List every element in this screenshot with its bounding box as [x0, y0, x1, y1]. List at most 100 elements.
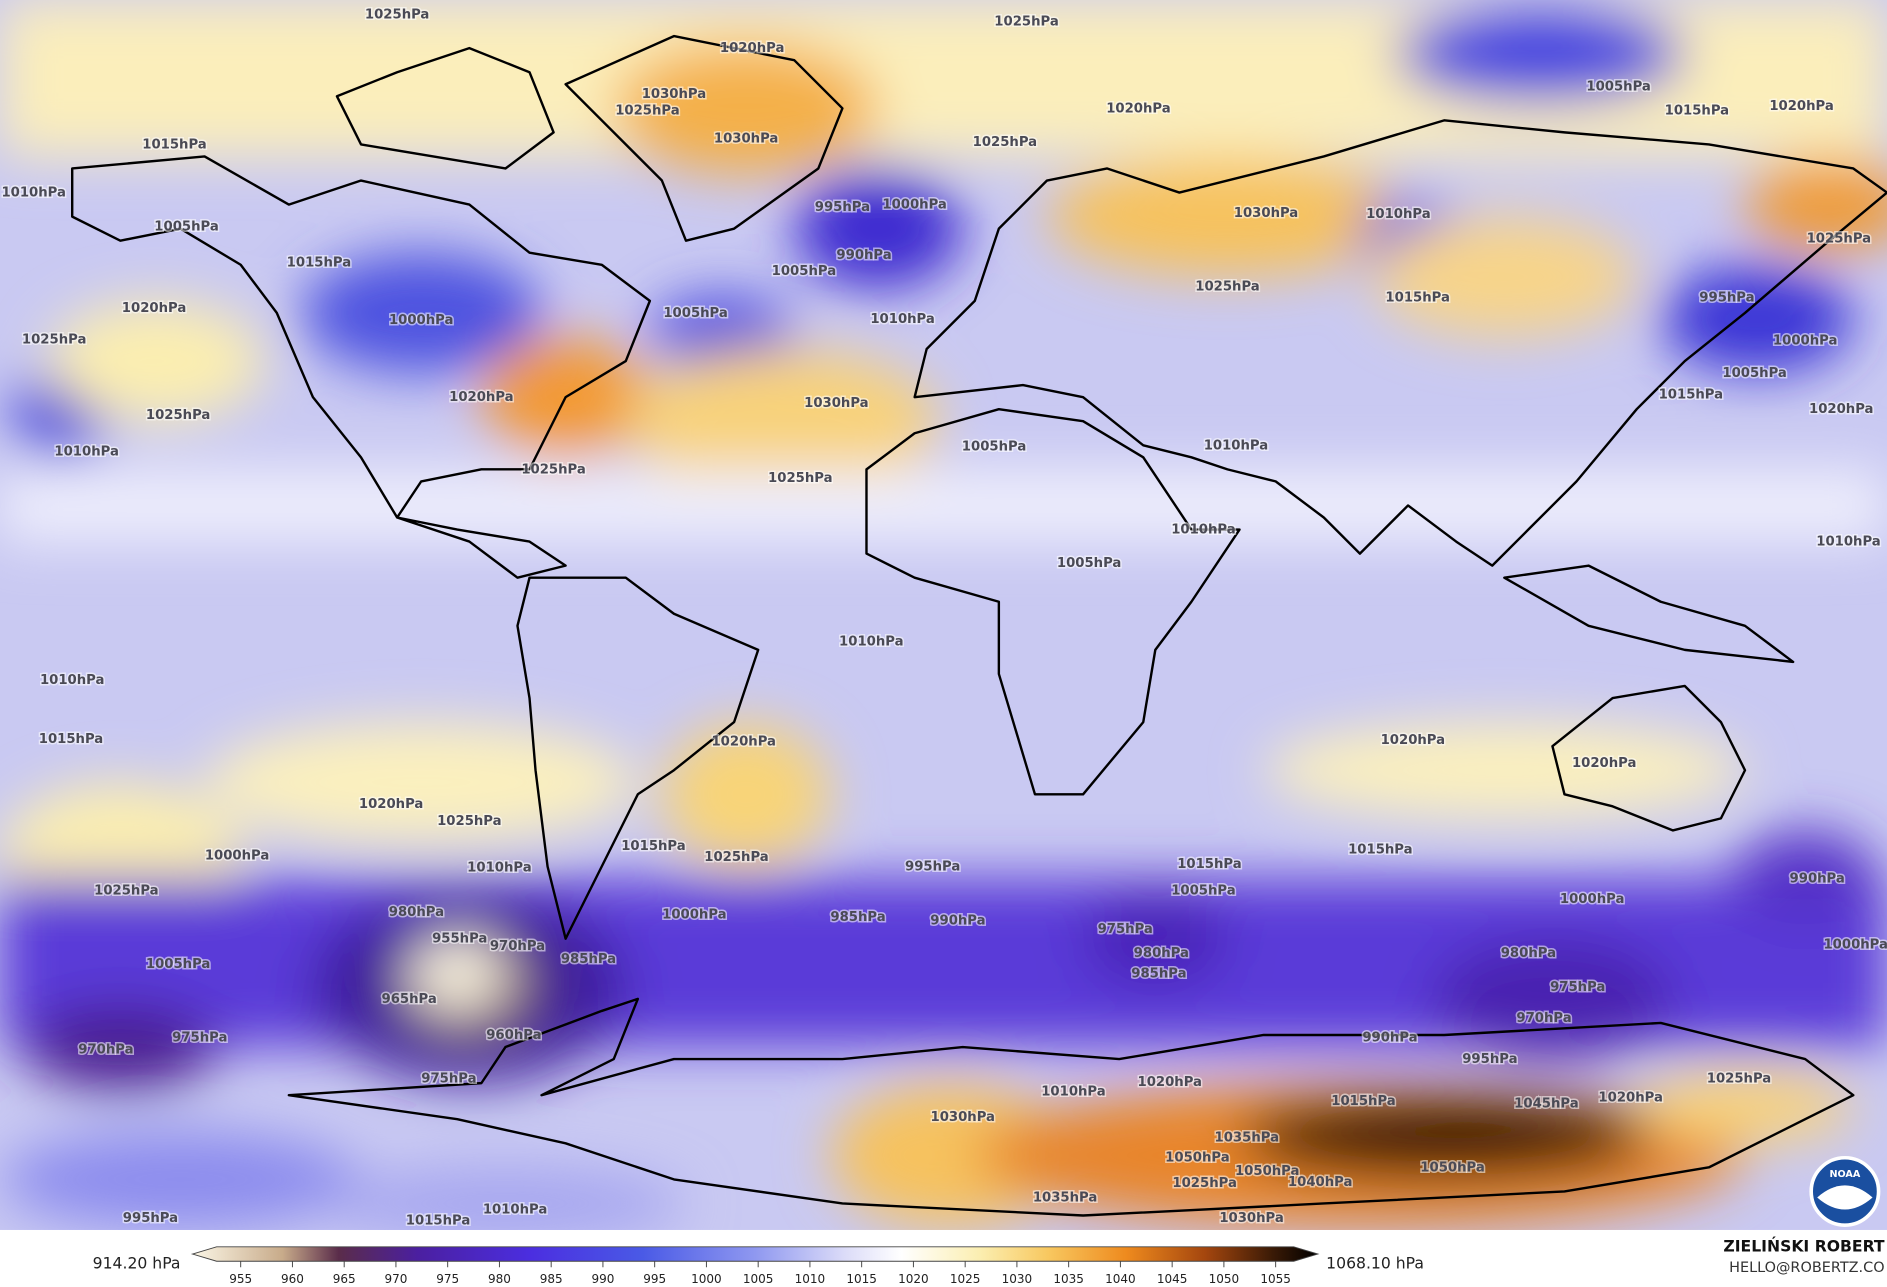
colorbar-tick-label: 1040	[1105, 1272, 1136, 1286]
contour-label: 975hPa	[1098, 922, 1153, 937]
colorbar-tick-label: 1055	[1260, 1272, 1291, 1286]
contour-label: 1010hPa	[1041, 1085, 1105, 1100]
noaa-logo: NOAA	[1809, 1155, 1881, 1227]
colorbar-max: 1068.10 hPa	[1326, 1253, 1424, 1272]
contour-label: 995hPa	[1699, 290, 1754, 305]
contour-label: 1010hPa	[1816, 535, 1880, 550]
contour-label: 1015hPa	[1177, 857, 1241, 872]
coastlines	[71, 34, 1887, 1217]
contour-label: 1010hPa	[40, 673, 104, 688]
contour-label: 1000hPa	[1823, 938, 1887, 953]
contour-label: 1000hPa	[1560, 892, 1624, 907]
contour-label: 1015hPa	[1659, 388, 1723, 403]
contour-label: 1005hPa	[962, 439, 1026, 454]
contour-label: 1050hPa	[1235, 1164, 1299, 1179]
map-field: 1025hPa 1025hPa 1020hPa 1030hPa 1025hPa 1030h…	[0, 0, 1887, 1230]
contour-label: 1010hPa	[870, 312, 934, 327]
contour-label: 980hPa	[1501, 946, 1556, 961]
contour-label: 1015hPa	[1331, 1094, 1395, 1109]
contour-label: 1015hPa	[406, 1213, 470, 1228]
contour-label: 1020hPa	[359, 797, 423, 812]
contour-label: 1015hPa	[621, 839, 685, 854]
contour-label: 1015hPa	[287, 255, 351, 270]
colorbar-tick-label: 1035	[1053, 1272, 1084, 1286]
contour-label: 1025hPa	[1707, 1071, 1771, 1086]
contour-labels: 1025hPa 1025hPa 1020hPa 1030hPa 1025hPa 1030h…	[0, 6, 1887, 1230]
contour-label: 1020hPa	[122, 301, 186, 316]
colorbar-tick-label: 1050	[1209, 1272, 1240, 1286]
contour-label: 1030hPa	[804, 396, 868, 411]
contour-label: 1010hPa	[1, 186, 65, 201]
contour-label: 1000hPa	[389, 313, 453, 328]
contour-label: 1015hPa	[1665, 104, 1729, 119]
colorbar-tick-label: 990	[591, 1272, 614, 1286]
contour-label: 1010hPa	[1171, 523, 1235, 538]
contour-label: 1025hPa	[973, 135, 1037, 150]
contour-label: 1000hPa	[1773, 334, 1837, 349]
contour-label: 1020hPa	[1572, 756, 1636, 771]
contour-label: 990hPa	[836, 248, 891, 263]
contour-label: 1005hPa	[1057, 556, 1121, 571]
contour-label: 1025hPa	[704, 850, 768, 865]
author-name: ZIELIŃSKI ROBERT	[1723, 1237, 1885, 1256]
contour-label: 1005hPa	[663, 306, 727, 321]
contour-label: 995hPa	[123, 1211, 178, 1226]
contour-label: 1030hPa	[1219, 1211, 1283, 1226]
contour-label: 1035hPa	[1033, 1190, 1097, 1205]
contour-label: 965hPa	[382, 992, 437, 1007]
contour-label: 1015hPa	[1348, 843, 1412, 858]
contour-label: 990hPa	[1790, 872, 1845, 887]
contour-label: 990hPa	[930, 914, 985, 929]
contour-label: 975hPa	[1550, 980, 1605, 995]
contour-label: 985hPa	[830, 910, 885, 925]
contour-label: 970hPa	[490, 939, 545, 954]
contour-label: 1010hPa	[1204, 438, 1268, 453]
contour-label: 1015hPa	[1385, 290, 1449, 305]
contour-label: 1000hPa	[205, 849, 269, 864]
colorbar-tick-label: 1015	[846, 1272, 877, 1286]
contour-label: 980hPa	[389, 905, 444, 920]
contour-label: 975hPa	[421, 1071, 476, 1086]
colorbar-tick-label: 980	[488, 1272, 511, 1286]
colorbar-tick-label: 1020	[898, 1272, 929, 1286]
author-contact: HELLO@ROBERTZ.CO	[1729, 1260, 1884, 1276]
logo-text: NOAA	[1829, 1169, 1860, 1180]
contour-label: 1005hPa	[772, 264, 836, 279]
contour-label: 1000hPa	[882, 198, 946, 213]
colorbar-tick-label: 970	[384, 1272, 407, 1286]
contour-label: 955hPa	[432, 932, 487, 947]
colorbar-tick-label: 985	[540, 1272, 563, 1286]
contour-label: 1020hPa	[711, 734, 775, 749]
contour-label: 1030hPa	[642, 87, 706, 102]
contour-label: 1025hPa	[994, 15, 1058, 30]
contour-label: 1010hPa	[467, 861, 531, 876]
contour-label: 1025hPa	[1807, 231, 1871, 246]
contour-label: 1030hPa	[931, 1110, 995, 1125]
colorbar-min: 914.20 hPa	[93, 1253, 181, 1272]
contour-label: 1020hPa	[1381, 733, 1445, 748]
contour-label: 985hPa	[561, 952, 616, 967]
contour-label: 1015hPa	[142, 137, 206, 152]
contour-label: 1045hPa	[1514, 1097, 1578, 1112]
colorbar-tick-label: 1000	[691, 1272, 722, 1286]
logo-wave	[1817, 1185, 1873, 1210]
colorbar: 955 960 965 970 975 980 985 990 995 1000 1005 1010 1…	[93, 1246, 1424, 1286]
contour-label: 1030hPa	[714, 131, 778, 146]
contour-label: 1040hPa	[1288, 1175, 1352, 1190]
contour-label: 980hPa	[1134, 946, 1189, 961]
contour-label: 1005hPa	[154, 219, 218, 234]
colorbar-tick-label: 1005	[743, 1272, 774, 1286]
contour-label: 960hPa	[486, 1028, 541, 1043]
colorbar-ticks: 955 960 965 970 975 980 985 990 995 1000 1005 1010 1…	[229, 1261, 1291, 1286]
contour-label: 1025hPa	[615, 104, 679, 119]
contour-label: 1025hPa	[521, 462, 585, 477]
contour-label: 1005hPa	[1171, 884, 1235, 899]
contour-label: 1020hPa	[449, 390, 513, 405]
contour-label: 1025hPa	[94, 884, 158, 899]
contour-label: 985hPa	[1131, 967, 1186, 982]
contour-label: 1010hPa	[839, 634, 903, 649]
contour-label: 1025hPa	[1195, 279, 1259, 294]
contour-label: 1025hPa	[365, 7, 429, 22]
